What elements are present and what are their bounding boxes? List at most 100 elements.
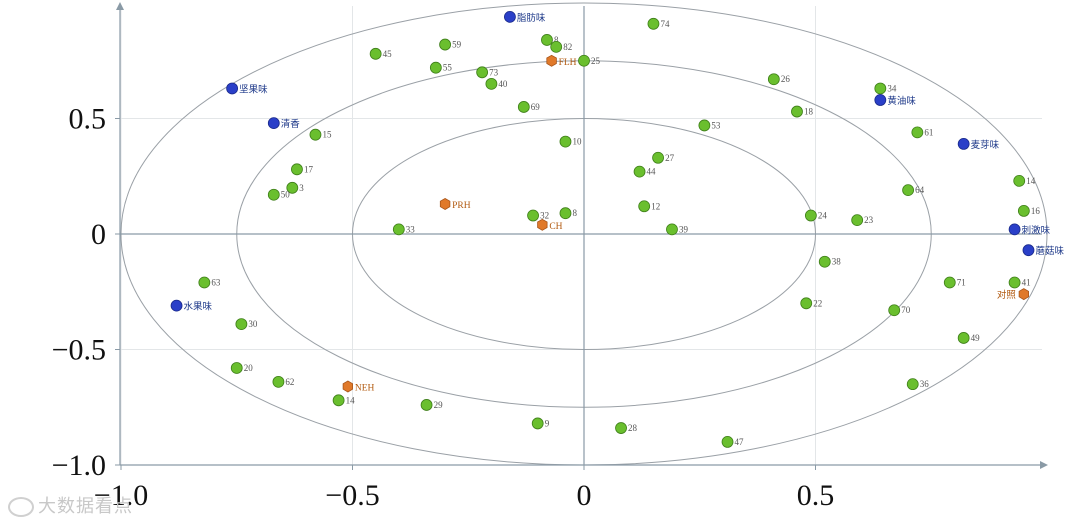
watermark-text: 大数据看点 bbox=[38, 496, 133, 517]
y-axis-arrow bbox=[116, 2, 124, 10]
data-point-label: 69 bbox=[531, 102, 541, 112]
data-point-label: 33 bbox=[406, 224, 416, 234]
data-point-label: 62 bbox=[285, 377, 294, 387]
data-point bbox=[541, 34, 553, 46]
data-point-label: 20 bbox=[244, 363, 254, 373]
data-point-label: 17 bbox=[304, 164, 314, 174]
data-point bbox=[559, 207, 572, 220]
data-point-label: 22 bbox=[813, 298, 822, 308]
data-point bbox=[420, 399, 433, 411]
data-point-label: 32 bbox=[540, 211, 549, 221]
attribute-label: 水果味 bbox=[184, 301, 213, 313]
data-point bbox=[531, 417, 544, 430]
data-point-label: 15 bbox=[322, 130, 332, 140]
data-point bbox=[550, 40, 563, 53]
x-tick-label: 0.5 bbox=[797, 479, 835, 512]
data-point bbox=[721, 435, 734, 448]
data-point bbox=[652, 151, 664, 164]
data-point bbox=[902, 184, 914, 197]
data-point bbox=[286, 181, 299, 194]
data-point-label: 14 bbox=[1026, 176, 1036, 186]
data-point bbox=[633, 165, 646, 178]
x-tick-label: −1.0 bbox=[94, 479, 148, 512]
attribute-label: 黄油味 bbox=[887, 95, 916, 107]
x-tick-label: −0.5 bbox=[325, 479, 379, 512]
data-point-label: 14 bbox=[346, 395, 356, 405]
data-point-label: 49 bbox=[971, 333, 981, 343]
data-point-label: 45 bbox=[383, 49, 393, 59]
y-tick-label: −0.5 bbox=[52, 334, 106, 367]
data-point bbox=[272, 375, 285, 388]
attribute-label: 刺激味 bbox=[1022, 224, 1051, 236]
data-point-label: 55 bbox=[443, 63, 453, 73]
data-point bbox=[198, 276, 211, 289]
data-point-label: 53 bbox=[711, 120, 721, 130]
attribute-point bbox=[170, 299, 183, 312]
data-point-label: 47 bbox=[735, 437, 745, 447]
attribute-label: 脂肪味 bbox=[517, 12, 546, 24]
data-point-label: 16 bbox=[1031, 206, 1041, 216]
data-point-label: 63 bbox=[211, 278, 221, 288]
attribute-point bbox=[504, 10, 516, 23]
data-point bbox=[888, 304, 901, 317]
data-point bbox=[429, 61, 442, 74]
data-point bbox=[291, 163, 303, 176]
attribute-point bbox=[267, 117, 280, 130]
data-point bbox=[767, 73, 780, 86]
data-point-label: 71 bbox=[957, 278, 966, 288]
data-point-label: 29 bbox=[434, 400, 444, 410]
data-point-label: 41 bbox=[1022, 278, 1031, 288]
attribute-point bbox=[226, 82, 239, 95]
data-point bbox=[957, 332, 970, 344]
data-point-label: 12 bbox=[651, 201, 660, 211]
sample-point bbox=[439, 198, 451, 210]
data-point bbox=[230, 362, 243, 374]
data-point bbox=[369, 47, 382, 60]
data-point bbox=[1013, 174, 1026, 187]
data-point bbox=[476, 66, 489, 79]
data-point bbox=[818, 255, 831, 268]
y-tick-label: −1.0 bbox=[52, 449, 106, 482]
y-tick-label: 0 bbox=[91, 218, 106, 251]
data-point-label: 8 bbox=[572, 208, 577, 218]
attribute-point bbox=[1008, 223, 1021, 236]
data-point bbox=[235, 318, 248, 330]
y-tick-label: 0.5 bbox=[69, 103, 107, 136]
sample-label: FLH bbox=[559, 58, 577, 68]
data-point bbox=[517, 101, 530, 113]
attribute-label: 清香 bbox=[281, 118, 301, 130]
gridlines bbox=[120, 6, 1042, 466]
data-point-label: 38 bbox=[832, 257, 842, 267]
data-point-label: 30 bbox=[248, 319, 258, 329]
data-point bbox=[791, 105, 803, 118]
data-point-label: 61 bbox=[924, 127, 933, 137]
data-point bbox=[485, 77, 498, 90]
watermark: 大数据看点 bbox=[8, 492, 133, 518]
data-point bbox=[267, 188, 280, 201]
data-point bbox=[804, 209, 817, 222]
attribute-point bbox=[874, 94, 887, 106]
data-point-label: 73 bbox=[489, 67, 499, 77]
data-point-label: 34 bbox=[887, 83, 897, 93]
data-point-label: 36 bbox=[920, 379, 930, 389]
data-point bbox=[851, 214, 864, 227]
data-point bbox=[943, 276, 956, 289]
data-point-label: 24 bbox=[818, 211, 828, 221]
data-point-label: 44 bbox=[647, 167, 657, 177]
data-point bbox=[578, 54, 590, 67]
data-point bbox=[638, 200, 651, 213]
axes bbox=[115, 2, 1048, 470]
sample-label: CH bbox=[549, 222, 562, 232]
data-point-label: 82 bbox=[563, 42, 572, 52]
sample-point bbox=[1018, 288, 1029, 301]
data-point bbox=[1017, 204, 1030, 217]
data-point bbox=[1008, 276, 1021, 289]
watermark-icon bbox=[8, 497, 34, 517]
data-point bbox=[527, 209, 539, 222]
data-point-label: 28 bbox=[628, 423, 638, 433]
data-point bbox=[666, 223, 678, 236]
data-point bbox=[615, 422, 627, 434]
data-point-label: 59 bbox=[452, 40, 462, 50]
data-point-label: 64 bbox=[915, 185, 925, 195]
